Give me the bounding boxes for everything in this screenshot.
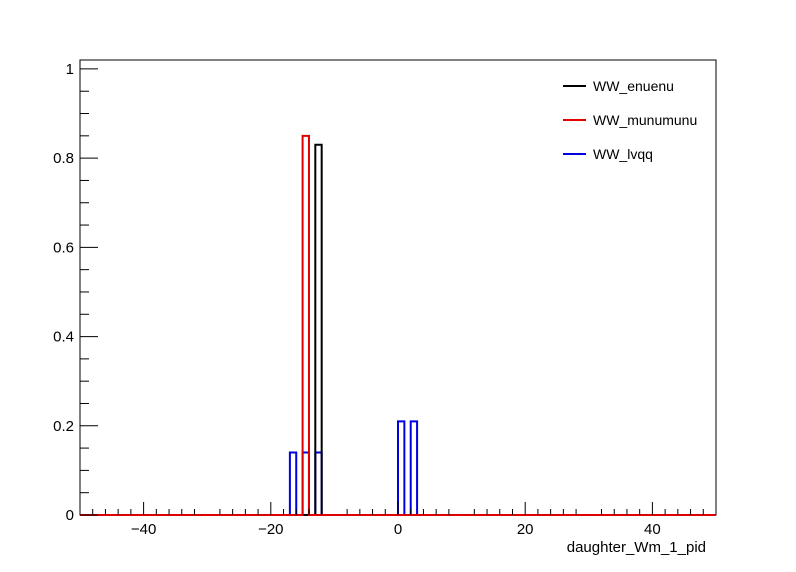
- x-tick-label: 20: [517, 521, 534, 538]
- series-line-WW_munumunu: [80, 134, 716, 516]
- y-tick-label: 1: [66, 61, 74, 78]
- y-tick-label: 0: [66, 507, 74, 524]
- x-axis-label: daughter_Wm_1_pid: [567, 539, 706, 556]
- x-tick-label: −40: [131, 521, 156, 538]
- y-tick-label: 0.4: [53, 329, 74, 346]
- x-tick-label: −20: [258, 521, 283, 538]
- legend-label: WW_munumunu: [593, 112, 697, 128]
- legend-label: WW_enuenu: [593, 78, 674, 94]
- axis-layer: −40 −20 0 20 40 0 0.2 0.4 0.6 0.8 1: [53, 61, 704, 538]
- series-line-WW_lvqq: [80, 420, 716, 516]
- legend: WW_enuenu WW_munumunu WW_lvqq: [563, 78, 697, 162]
- y-tick-label: 0.8: [53, 150, 74, 167]
- y-tick-label: 0.6: [53, 239, 74, 256]
- x-tick-label: 40: [644, 521, 661, 538]
- y-tick-label: 0.2: [53, 418, 74, 435]
- legend-label: WW_lvqq: [593, 146, 653, 162]
- series-layer: [80, 134, 716, 516]
- x-tick-label: 0: [394, 521, 402, 538]
